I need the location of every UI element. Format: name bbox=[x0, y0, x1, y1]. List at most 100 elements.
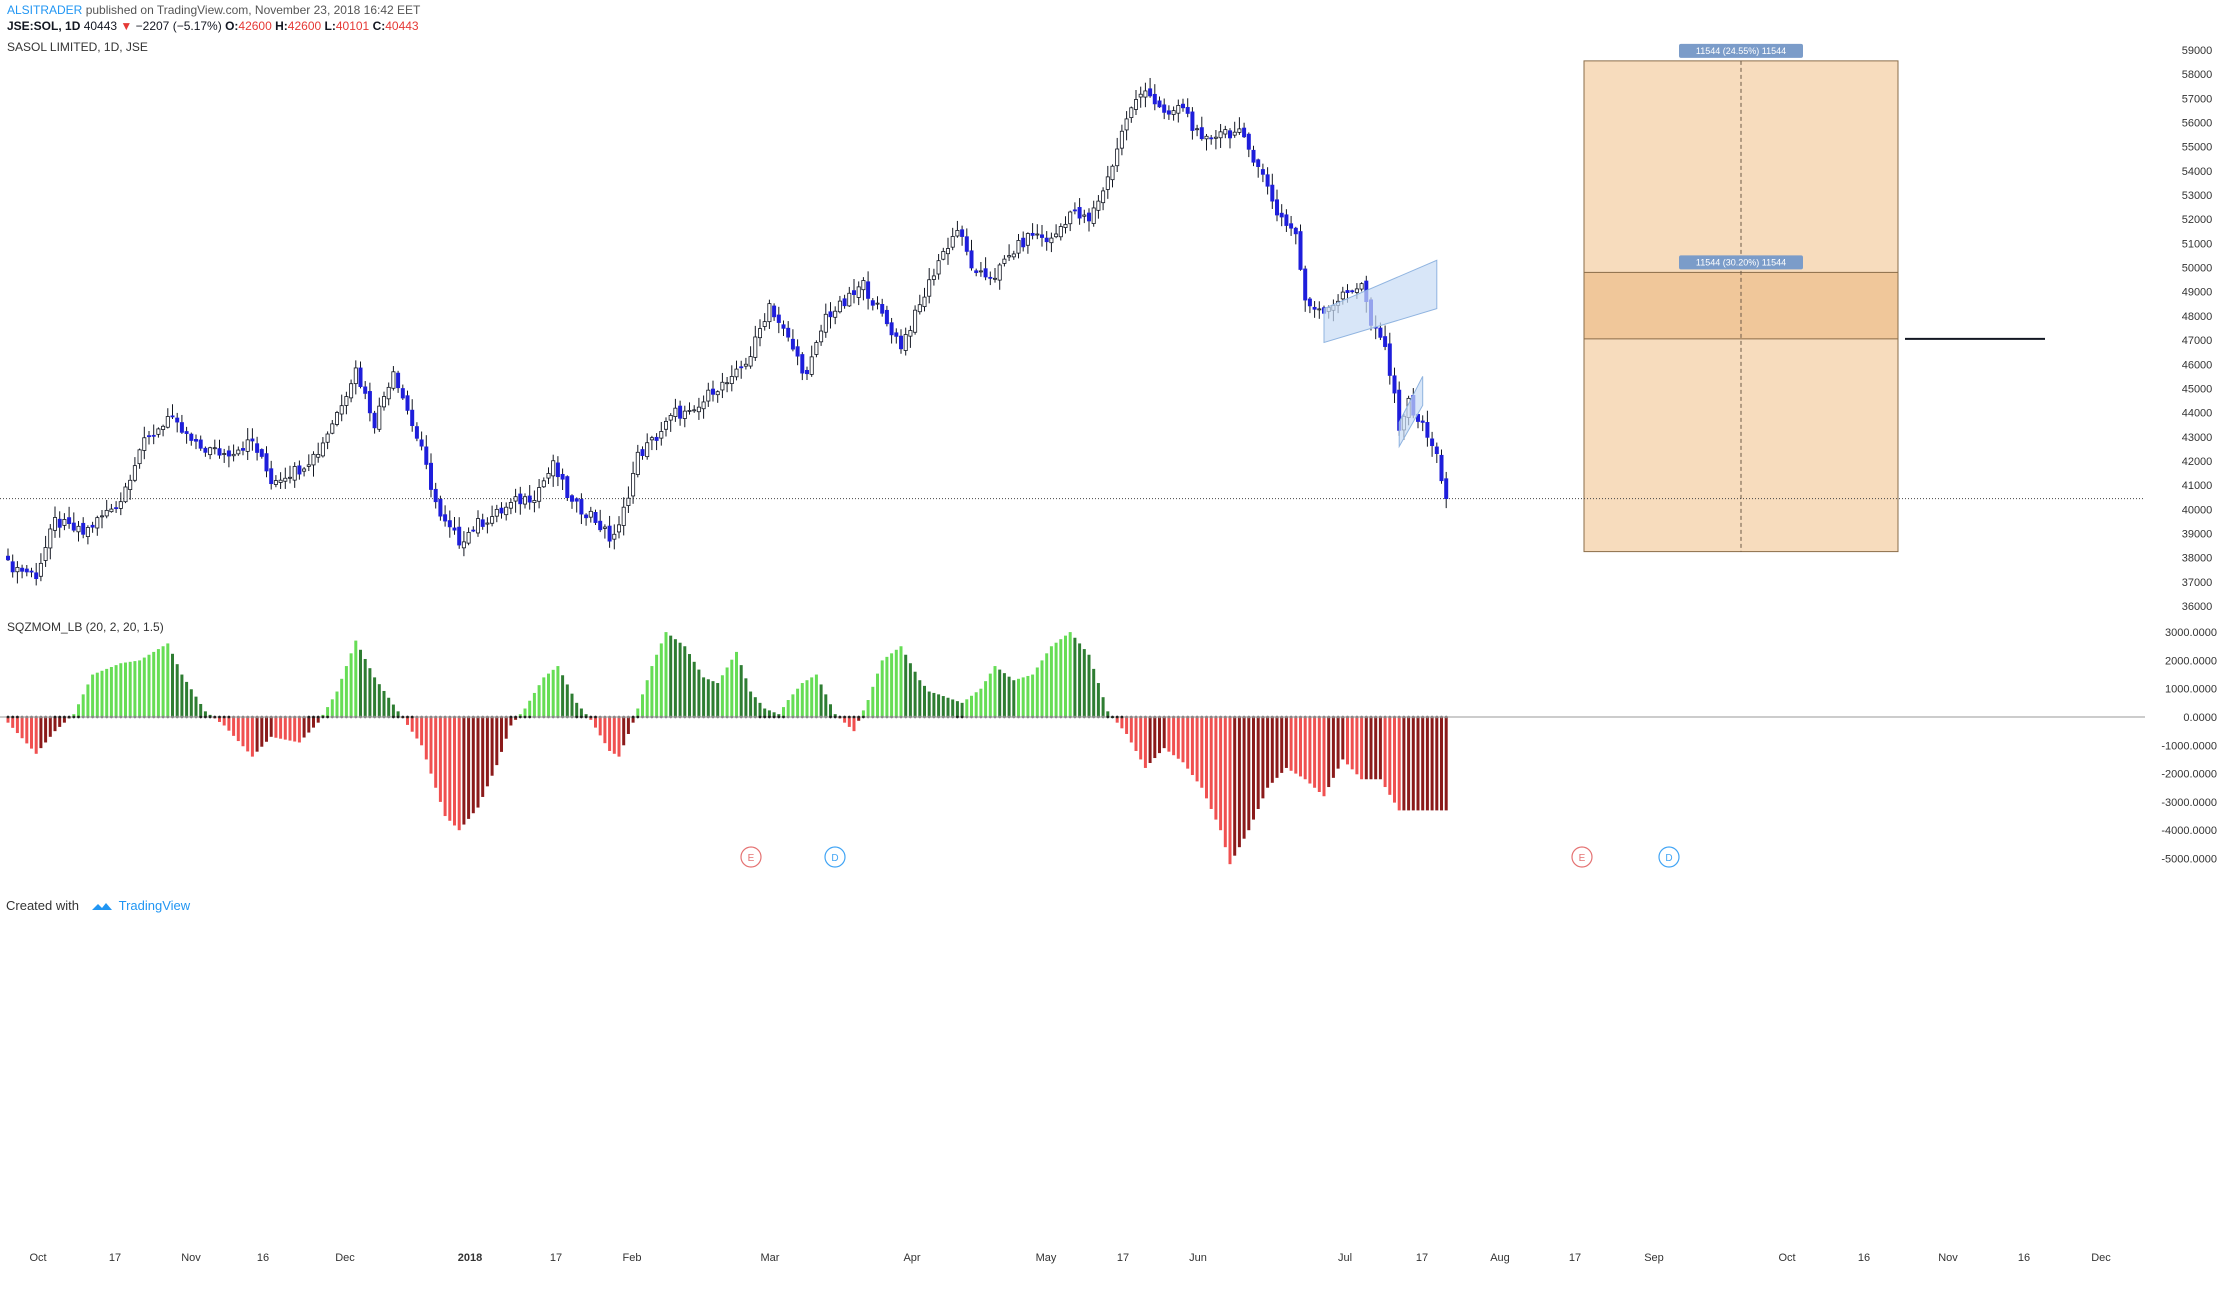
candle-body bbox=[43, 547, 48, 561]
time-tick: 2018 bbox=[458, 1252, 482, 1264]
momentum-bar bbox=[547, 673, 550, 717]
candle-body bbox=[457, 526, 462, 546]
candle-body bbox=[1434, 446, 1439, 455]
squeeze-dot bbox=[1017, 715, 1020, 719]
squeeze-dot bbox=[382, 715, 386, 719]
squeeze-dot bbox=[561, 715, 564, 719]
squeeze-dot bbox=[321, 715, 325, 719]
squeeze-dot bbox=[175, 715, 179, 719]
momentum-bar bbox=[1266, 717, 1270, 788]
candle-body bbox=[579, 499, 584, 515]
squeeze-dot bbox=[518, 715, 522, 719]
candle-body bbox=[527, 495, 532, 503]
momentum-bar bbox=[523, 708, 527, 717]
high-label: H: bbox=[275, 19, 288, 33]
momentum-bar bbox=[293, 717, 297, 742]
momentum-bar bbox=[683, 646, 687, 717]
squeeze-dot bbox=[523, 715, 527, 719]
momentum-bar bbox=[1002, 673, 1006, 717]
momentum-axis: 3000.0000 2000.0000 1000.0000 0.0000 -1000.0… bbox=[2161, 627, 2217, 865]
momentum-bar bbox=[1195, 717, 1199, 782]
candle-body bbox=[621, 506, 626, 526]
candle-body bbox=[1138, 93, 1143, 98]
momentum-bar bbox=[359, 649, 362, 717]
squeeze-dot bbox=[246, 715, 250, 719]
squeeze-dot bbox=[189, 715, 193, 719]
squeeze-dot bbox=[721, 715, 724, 719]
squeeze-dot bbox=[1158, 715, 1161, 719]
squeeze-dot bbox=[655, 715, 658, 719]
squeeze-dot bbox=[105, 715, 109, 719]
squeeze-dot bbox=[81, 715, 85, 719]
momentum-bar bbox=[612, 717, 616, 754]
squeeze-dot bbox=[1021, 715, 1025, 719]
squeeze-dot bbox=[199, 715, 203, 719]
momentum-bar bbox=[1270, 717, 1274, 783]
squeeze-dot bbox=[1364, 715, 1368, 719]
momentum-bar bbox=[1388, 717, 1392, 795]
tradingview-brand[interactable]: TradingView bbox=[118, 898, 191, 913]
momentum-bar bbox=[988, 673, 992, 717]
squeeze-dot bbox=[429, 715, 433, 719]
momentum-bar bbox=[899, 646, 903, 717]
squeeze-dot bbox=[1129, 715, 1133, 719]
candle-body bbox=[447, 520, 452, 528]
candle-body bbox=[1058, 226, 1063, 238]
candle-body bbox=[598, 520, 603, 531]
momentum-bar bbox=[1360, 717, 1364, 780]
momentum-bar bbox=[307, 717, 311, 733]
momentum-bar bbox=[579, 708, 583, 717]
squeeze-dot bbox=[608, 715, 611, 719]
price-tick: 55000 bbox=[2182, 142, 2213, 154]
squeeze-dot bbox=[1261, 715, 1265, 719]
momentum-bar bbox=[1049, 646, 1053, 717]
event-label: E bbox=[748, 853, 755, 864]
momentum-bar bbox=[330, 699, 334, 717]
candle-body bbox=[720, 381, 725, 391]
momentum-bar bbox=[1421, 717, 1425, 811]
squeeze-dot bbox=[302, 715, 306, 719]
squeeze-dot bbox=[880, 715, 884, 719]
squeeze-dot bbox=[1200, 715, 1204, 719]
squeeze-dot bbox=[11, 715, 15, 719]
squeeze-dot bbox=[988, 715, 992, 719]
squeeze-dot bbox=[904, 715, 908, 719]
momentum-bar bbox=[500, 717, 503, 752]
squeeze-dot bbox=[1332, 715, 1335, 719]
candle-body bbox=[443, 514, 448, 522]
squeeze-dot bbox=[138, 715, 142, 719]
candle-body bbox=[997, 264, 1002, 281]
squeeze-dot bbox=[711, 715, 715, 719]
time-tick: Mar bbox=[761, 1252, 780, 1264]
candle-body bbox=[696, 406, 701, 413]
squeeze-dot bbox=[1007, 715, 1011, 719]
candle-body bbox=[1044, 237, 1049, 243]
symbol-title: SASOL LIMITED, 1D, JSE bbox=[7, 40, 148, 54]
candle-body bbox=[287, 476, 292, 479]
author-link[interactable]: ALSITRADER bbox=[7, 3, 83, 17]
momentum-bar bbox=[1078, 643, 1082, 717]
candle-body bbox=[85, 527, 90, 538]
candle-body bbox=[828, 311, 833, 318]
momentum-bar bbox=[861, 710, 865, 717]
squeeze-dot bbox=[603, 715, 607, 719]
tradingview-logo-icon bbox=[91, 902, 112, 910]
candle-body bbox=[1166, 110, 1171, 115]
squeeze-dot bbox=[1303, 715, 1307, 719]
squeeze-dot bbox=[1087, 715, 1091, 719]
squeeze-dot bbox=[617, 715, 621, 719]
candle-body bbox=[410, 409, 415, 427]
squeeze-dot bbox=[1238, 715, 1241, 719]
squeeze-dot bbox=[1369, 715, 1373, 719]
squeeze-dot bbox=[204, 715, 207, 719]
momentum-bar bbox=[1256, 717, 1260, 809]
measure-label-outer: 11544 (24.55%) 11544 bbox=[1696, 46, 1786, 56]
momentum-bar bbox=[885, 656, 889, 717]
squeeze-dot bbox=[363, 715, 367, 719]
candle-body bbox=[499, 507, 504, 514]
squeeze-dot bbox=[763, 715, 767, 719]
candle-body bbox=[1223, 129, 1228, 135]
candle-body bbox=[1105, 176, 1110, 190]
candle-body bbox=[1063, 223, 1068, 228]
